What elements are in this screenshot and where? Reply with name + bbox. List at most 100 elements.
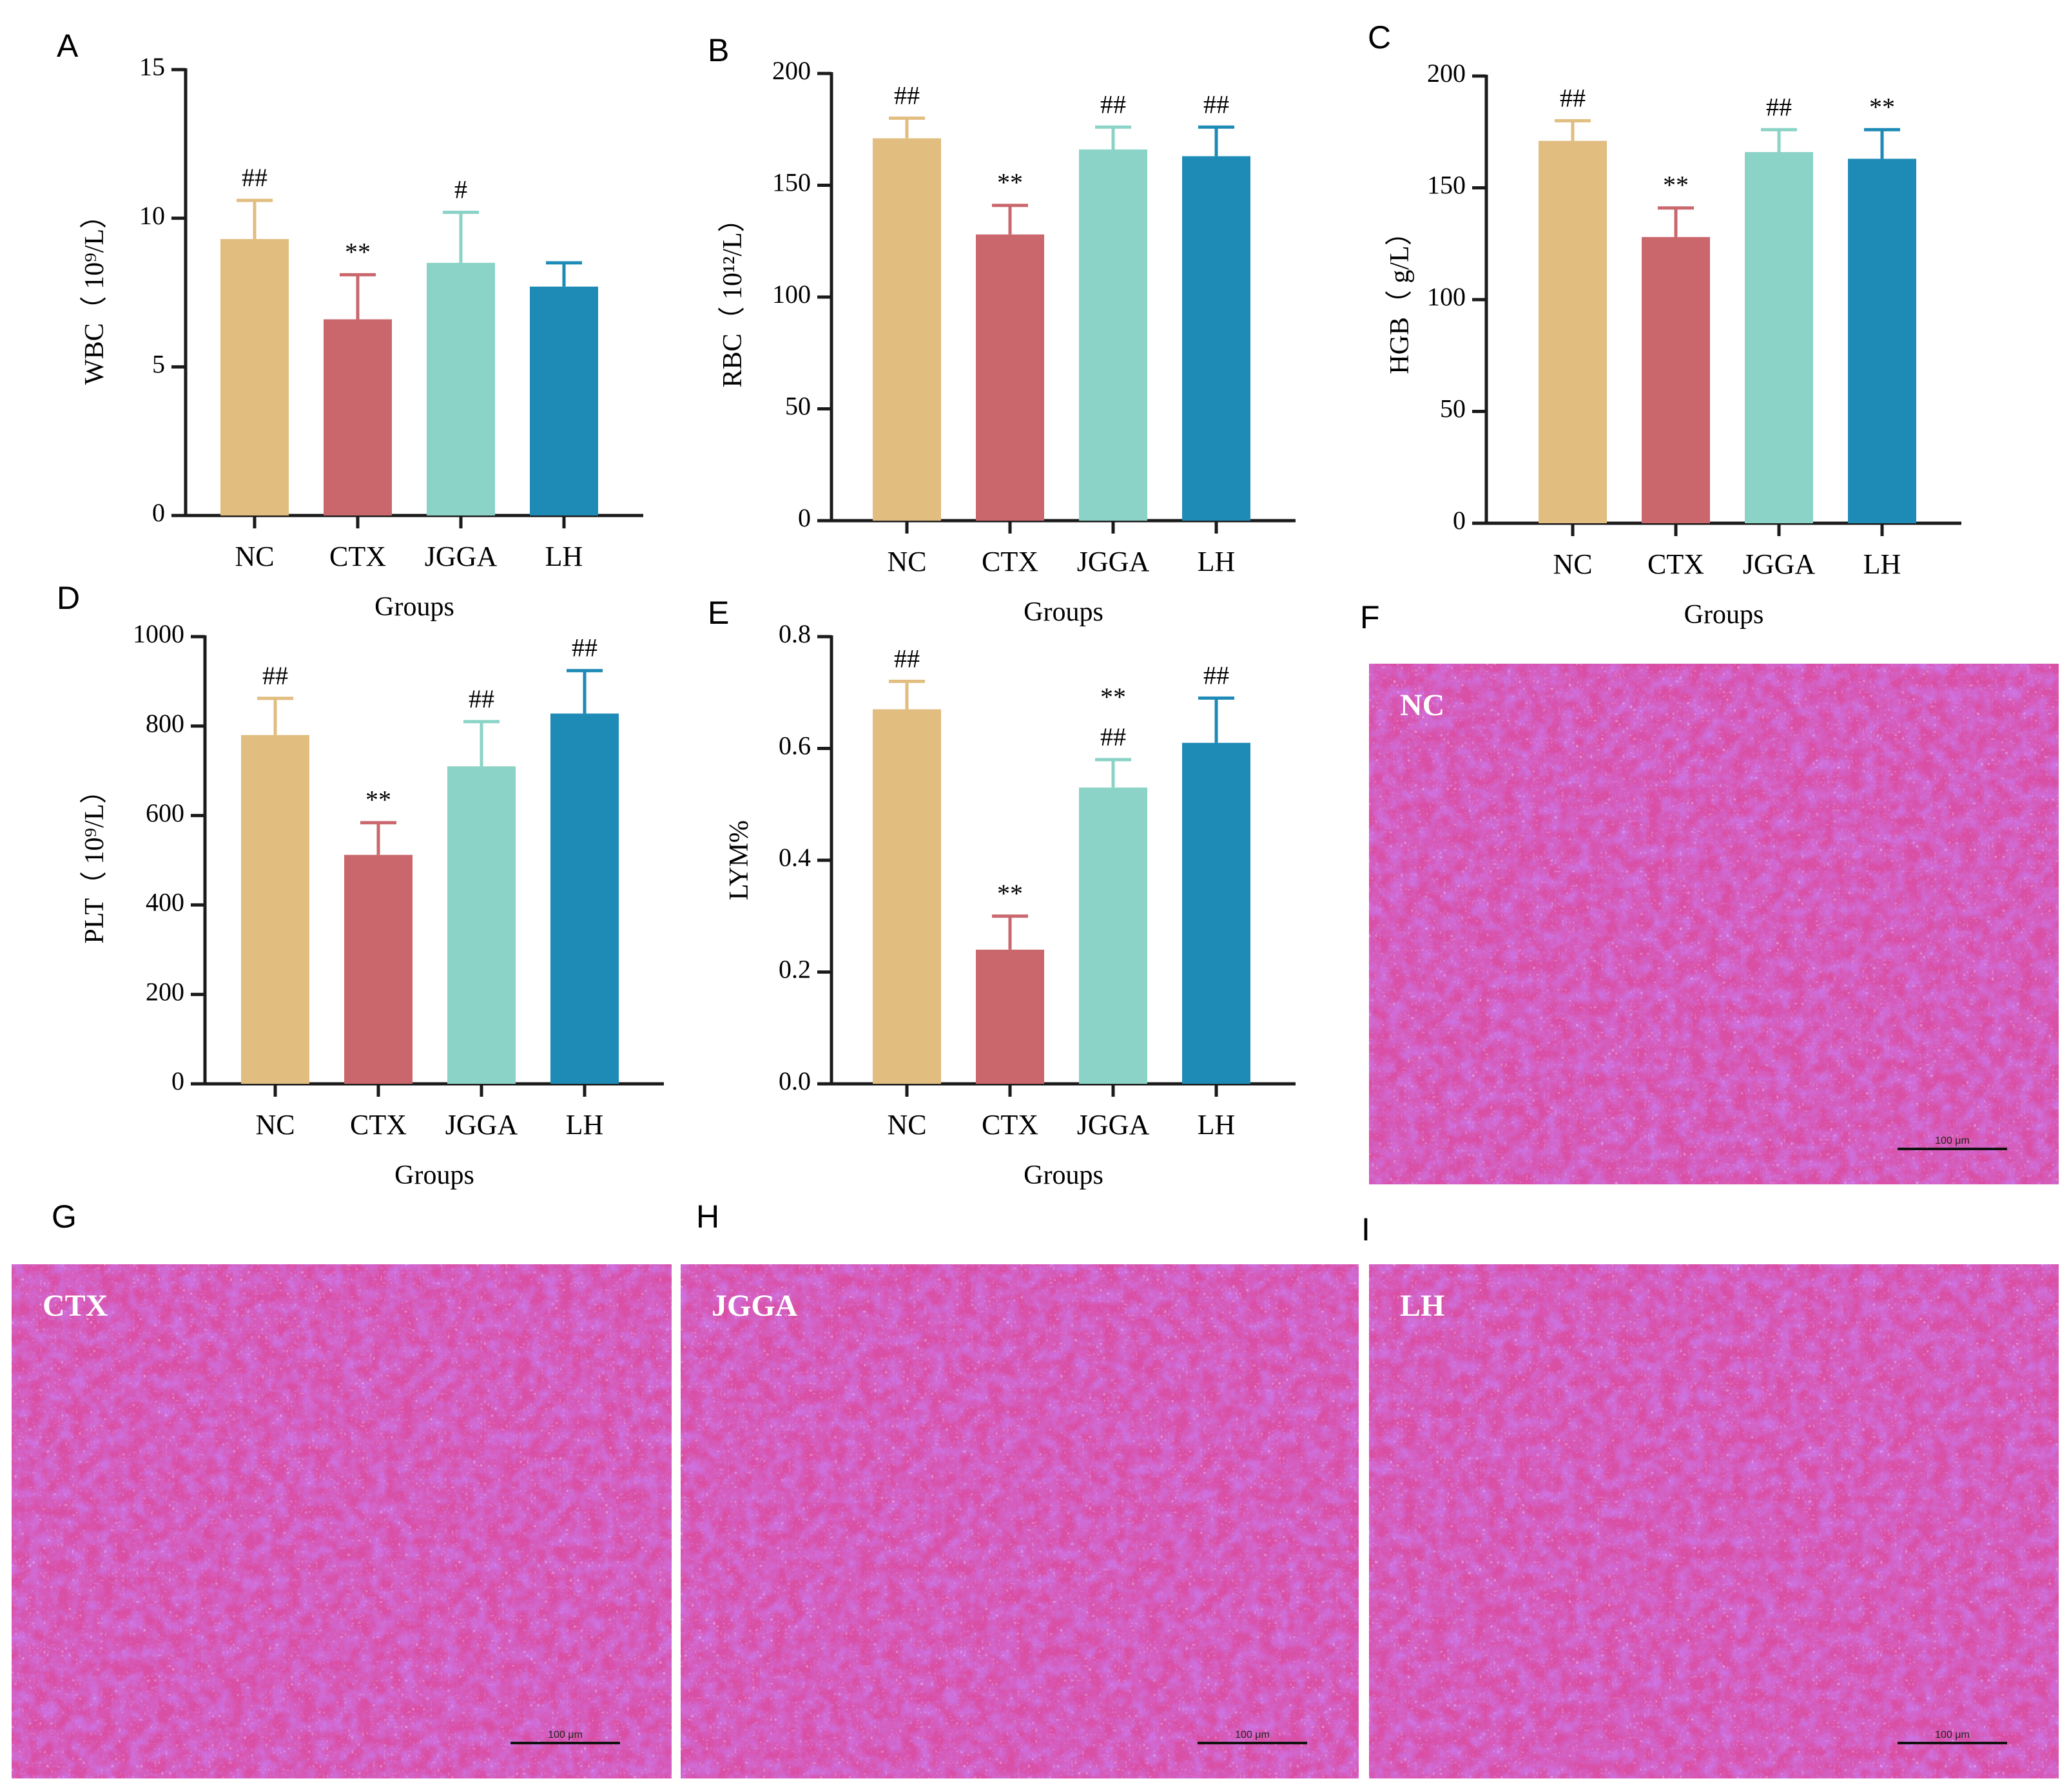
y-tick-label: 400 xyxy=(146,888,184,917)
x-tick-label: LH xyxy=(545,541,583,572)
x-axis-label: Groups xyxy=(1024,597,1103,627)
y-tick-label: 200 xyxy=(1427,59,1466,88)
significance-mark: ## xyxy=(1766,92,1792,121)
significance-mark: # xyxy=(454,175,467,204)
x-tick-label: JGGA xyxy=(425,541,498,572)
bar-ctx xyxy=(976,949,1044,1084)
histology-panel-f: F NC 100 μm xyxy=(1360,599,2059,1184)
tissue-texture xyxy=(1369,1264,2059,1778)
significance-mark: ## xyxy=(894,81,920,110)
significance-mark: ## xyxy=(262,661,288,690)
bar-charts: A 0 5 10 15 NC ## CTX ** JGGA # LH WBC（ 10⁹/L） Groups… xyxy=(57,19,1961,1190)
x-tick-label: JGGA xyxy=(445,1109,518,1141)
x-tick-label: NC xyxy=(1553,548,1592,580)
y-tick-label: 0.4 xyxy=(779,843,811,872)
histology-panel-g: G CTX 100 μm xyxy=(12,1199,672,1778)
significance-mark: ## xyxy=(1203,660,1229,689)
x-tick-label: LH xyxy=(1198,1109,1236,1141)
x-tick-label: LH xyxy=(566,1109,604,1141)
x-tick-label: NC xyxy=(255,1109,295,1141)
significance-mark: ** xyxy=(365,785,391,814)
bar-lh xyxy=(1848,159,1916,523)
significance-mark: ** xyxy=(1663,171,1689,200)
x-tick-label: CTX xyxy=(982,1109,1038,1141)
bar-ctx xyxy=(1642,236,1710,523)
chart-panel-d: D 0 200 400 600 800 1000 NC ## CTX ** JGGA ## LH ## PLT… xyxy=(57,580,664,1190)
significance-mark: ** xyxy=(1100,682,1126,711)
bar-lh xyxy=(1182,156,1250,521)
scale-bar-label: 100 μm xyxy=(1935,1729,1970,1740)
sample-label: JGGA xyxy=(712,1289,798,1323)
x-tick-label: CTX xyxy=(329,541,386,572)
y-axis-label: WBC（ 10⁹/L） xyxy=(80,202,110,385)
y-tick-label: 100 xyxy=(1427,282,1466,311)
y-tick-label: 200 xyxy=(772,56,811,85)
x-tick-label: NC xyxy=(235,541,274,572)
bar-nc xyxy=(241,735,309,1084)
bar-nc xyxy=(220,238,289,515)
bar-jgga xyxy=(1079,149,1147,521)
y-tick-label: 0.8 xyxy=(779,619,811,648)
significance-mark: ** xyxy=(997,168,1023,197)
y-tick-label: 150 xyxy=(1427,171,1466,200)
y-tick-label: 150 xyxy=(772,168,811,197)
y-tick-label: 0 xyxy=(798,503,811,532)
y-tick-label: 1000 xyxy=(133,619,184,648)
y-tick-label: 600 xyxy=(146,798,184,827)
chart-panel-e: E 0.0 0.2 0.4 0.6 0.8 NC ## CTX ** JGGA ## ** LH ## LYM… xyxy=(708,595,1296,1190)
panel-letter: F xyxy=(1360,599,1380,635)
x-tick-label: CTX xyxy=(1647,548,1704,580)
histology-panel-i: I LH 100 μm xyxy=(1361,1211,2059,1778)
significance-mark: ## xyxy=(894,644,920,673)
bar-nc xyxy=(873,709,941,1084)
tissue-texture xyxy=(681,1264,1359,1778)
significance-mark: ## xyxy=(469,684,494,713)
tissue-texture xyxy=(1369,664,2059,1184)
sample-label: CTX xyxy=(43,1289,108,1323)
bar-jgga xyxy=(427,262,495,515)
panel-letter: C xyxy=(1368,19,1391,55)
scale-bar-label: 100 μm xyxy=(1235,1729,1270,1740)
x-axis-label: Groups xyxy=(1684,600,1764,630)
y-tick-label: 0.2 xyxy=(779,955,811,984)
significance-mark: ** xyxy=(997,879,1023,908)
y-axis-label: HGB（ g/L） xyxy=(1385,218,1415,374)
y-tick-label: 0 xyxy=(1453,506,1466,535)
x-axis-label: Groups xyxy=(374,592,454,622)
significance-mark: ## xyxy=(1560,83,1586,112)
significance-mark: ** xyxy=(345,237,371,266)
bar-jgga xyxy=(447,766,516,1084)
significance-mark: ## xyxy=(1100,722,1126,751)
y-axis-label: PLT（ 10⁹/L） xyxy=(80,776,110,943)
y-tick-label: 0 xyxy=(171,1066,184,1095)
y-tick-label: 200 xyxy=(146,977,184,1006)
x-axis-label: Groups xyxy=(1024,1161,1103,1190)
x-tick-label: CTX xyxy=(982,546,1038,577)
bar-lh xyxy=(550,713,619,1084)
y-tick-label: 0.6 xyxy=(779,731,811,760)
scale-bar-label: 100 μm xyxy=(548,1729,583,1740)
bar-jgga xyxy=(1079,787,1147,1084)
y-tick-label: 0 xyxy=(152,498,165,527)
y-tick-label: 800 xyxy=(146,709,184,738)
y-tick-label: 50 xyxy=(1440,394,1466,423)
chart-panel-a: A 0 5 10 15 NC ## CTX ** JGGA # LH WBC（ 10⁹/L） Groups xyxy=(57,28,643,622)
panel-letter: G xyxy=(52,1199,77,1235)
y-tick-label: 0.0 xyxy=(779,1066,811,1095)
scale-bar-label: 100 μm xyxy=(1935,1135,1970,1146)
histology-panel-h: H JGGA 100 μm xyxy=(681,1199,1359,1778)
panel-letter: A xyxy=(57,28,79,64)
panel-letter: B xyxy=(708,32,729,68)
y-tick-label: 50 xyxy=(785,392,811,421)
chart-panel-b: B 0 50 100 150 200 NC ## CTX ** JGGA ## LH ## RBC（ 10¹… xyxy=(708,32,1296,627)
bar-ctx xyxy=(344,854,413,1084)
significance-mark: ## xyxy=(242,163,267,192)
panel-letter: I xyxy=(1361,1211,1370,1248)
x-tick-label: JGGA xyxy=(1077,546,1150,577)
bar-ctx xyxy=(976,234,1044,521)
sample-label: LH xyxy=(1400,1289,1444,1323)
significance-mark: ** xyxy=(1869,92,1895,121)
y-axis-label: RBC（ 10¹²/L） xyxy=(718,205,748,387)
panel-letter: E xyxy=(708,595,729,631)
